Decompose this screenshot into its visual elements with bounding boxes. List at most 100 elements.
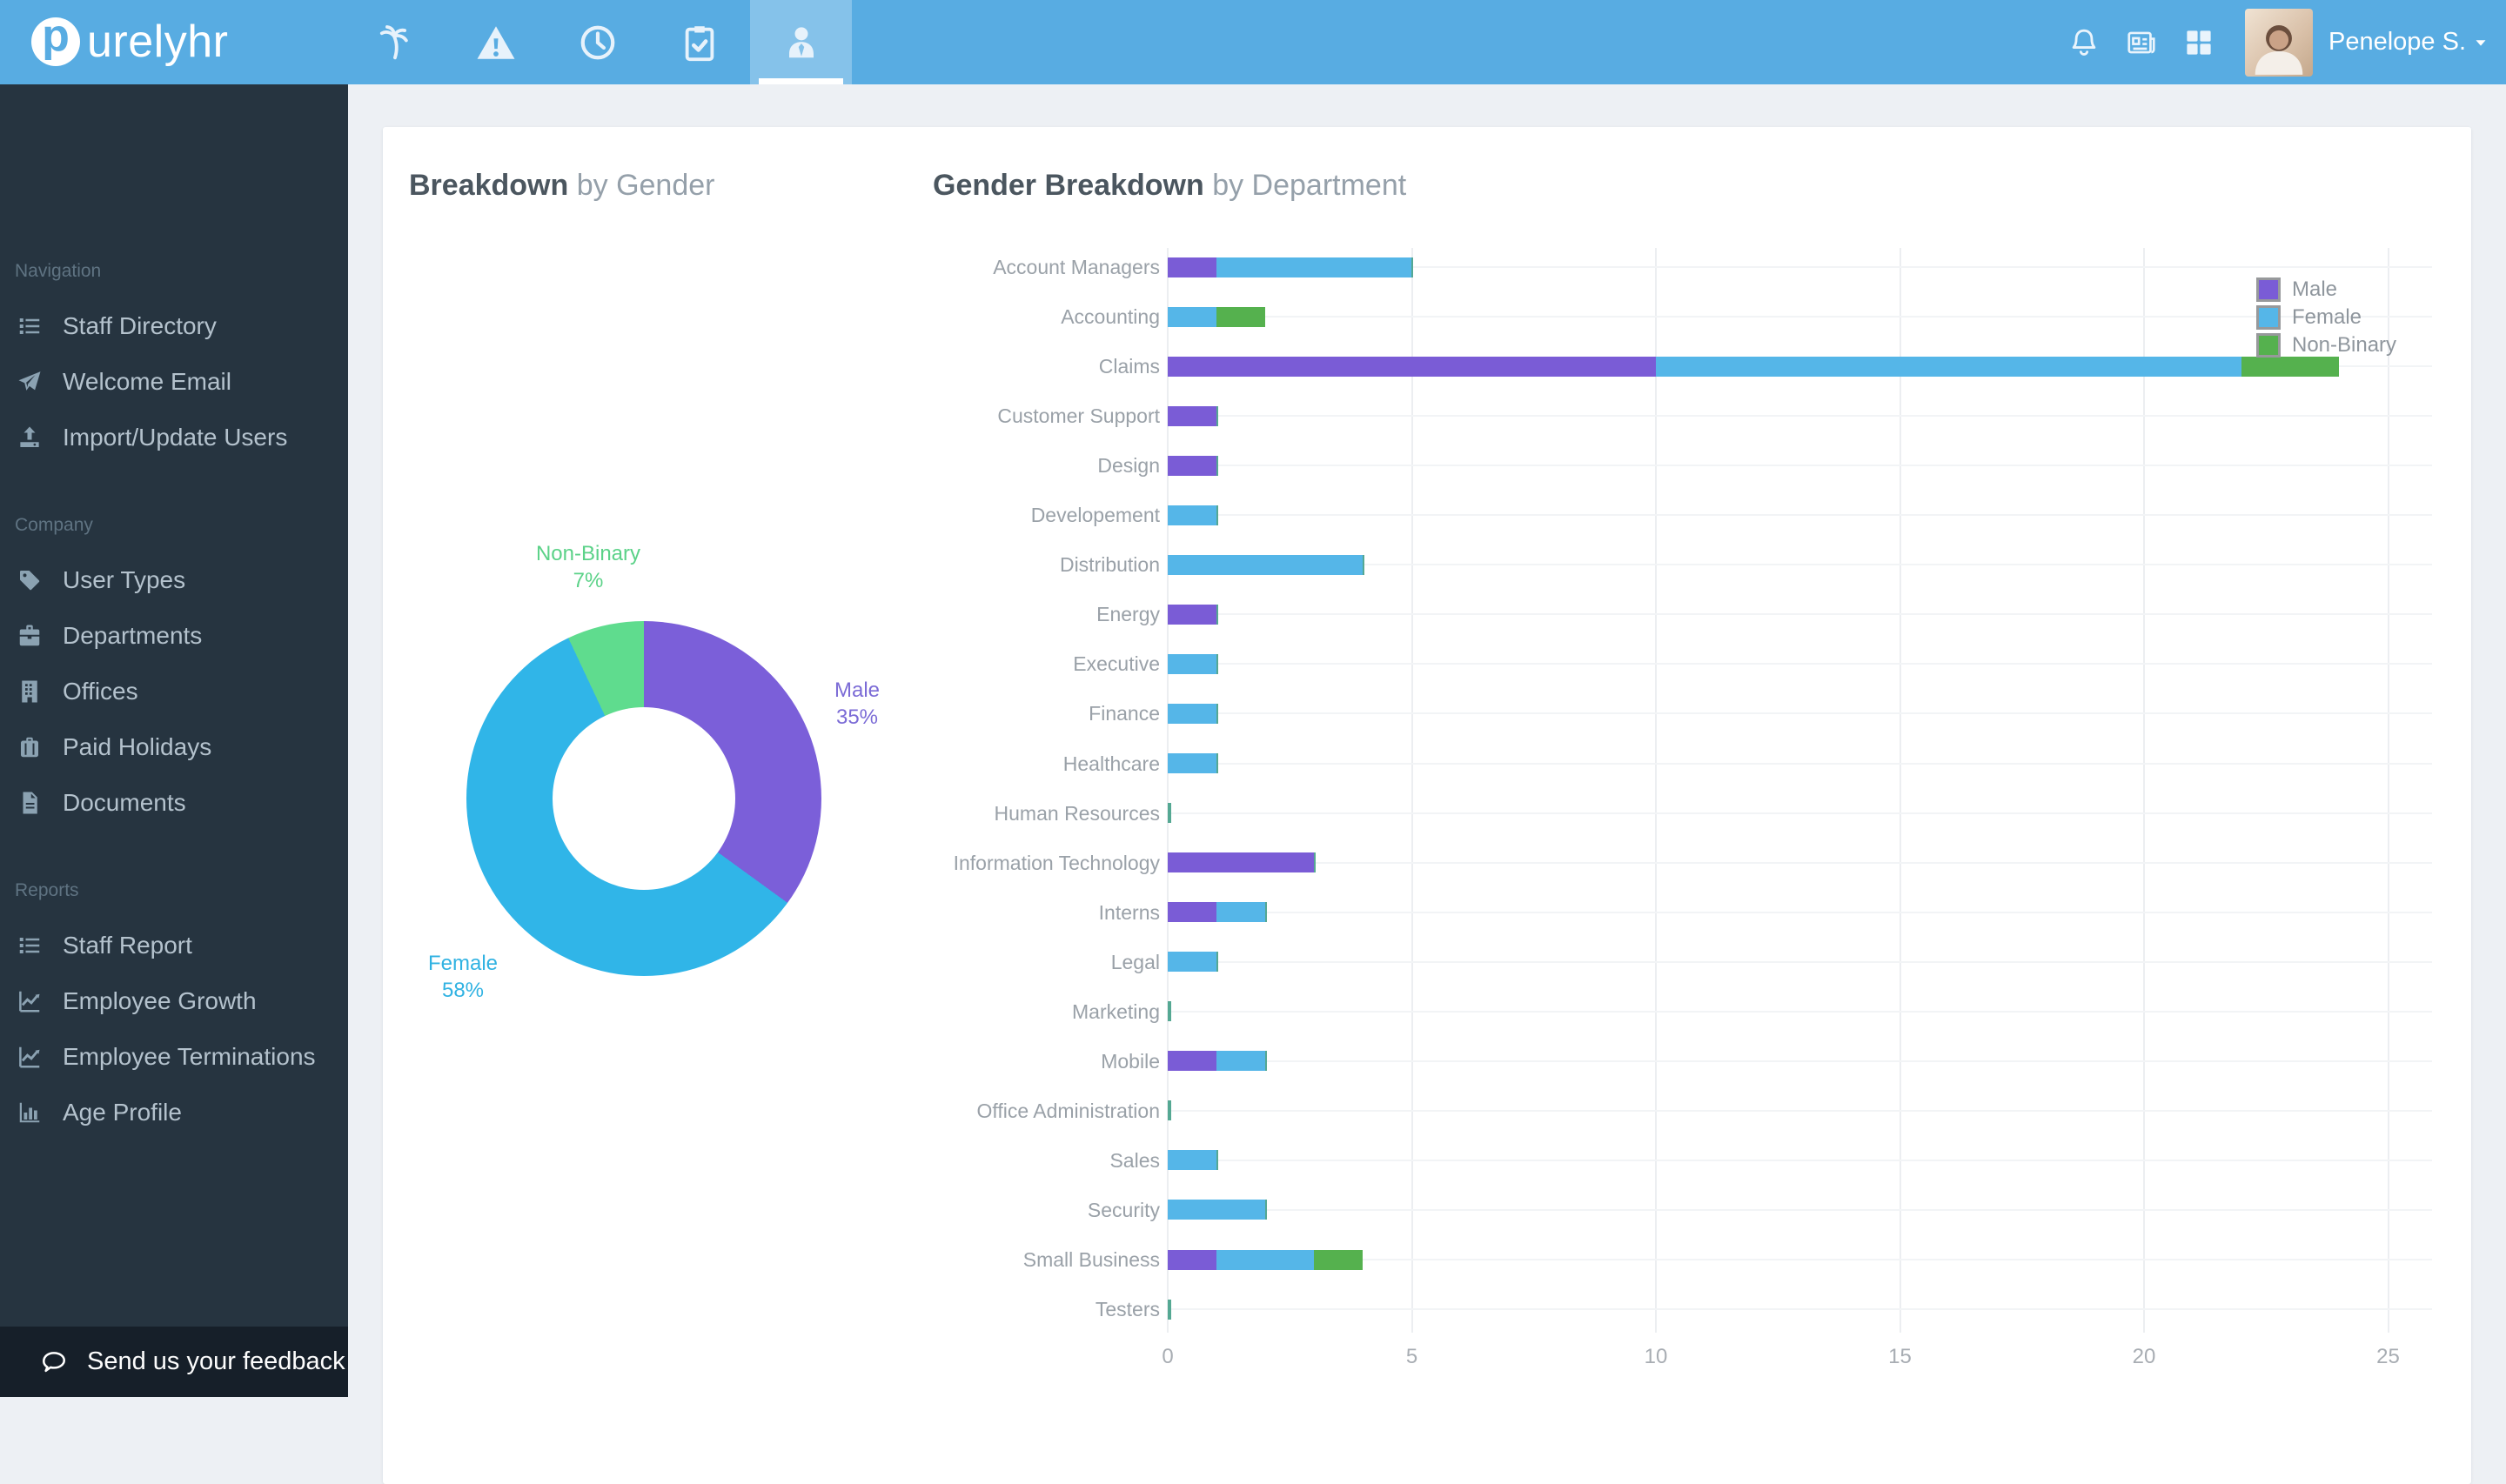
sidebar-item-import-update-users[interactable]: Import/Update Users (0, 410, 348, 465)
x-tick-label: 15 (1888, 1345, 1912, 1368)
sidebar-item-welcome-email[interactable]: Welcome Email (0, 354, 348, 410)
zero-value-sliver (1216, 505, 1219, 525)
zero-value-sliver (1411, 257, 1414, 277)
bar-segment-male (1168, 604, 1217, 625)
purelyhr-logo[interactable]: p urelyhr (31, 0, 228, 84)
feedback-button[interactable]: Send us your feedback (0, 1327, 348, 1397)
x-gridline (2143, 248, 2145, 1333)
bar-row-mobile (1168, 1051, 1268, 1072)
legend-item-male[interactable]: Male (2256, 277, 2396, 302)
zero-value-sliver (1265, 1051, 1268, 1072)
category-label: Human Resources (994, 801, 1160, 825)
bar-segment-male (1168, 1249, 1217, 1270)
category-label: Customer Support (997, 404, 1160, 428)
zero-value-sliver (1216, 653, 1219, 674)
bell-button[interactable] (2067, 26, 2101, 59)
bar-chart-icon (12, 1099, 47, 1126)
category-label: Claims (1098, 355, 1160, 378)
chart-line-icon (12, 987, 47, 1015)
top-bar: p urelyhr Penelope S. (0, 0, 2506, 84)
zero-value-sliver (1363, 554, 1365, 575)
paper-plane-icon (12, 368, 47, 396)
bar-row-security (1168, 1200, 1268, 1220)
grid-button[interactable] (2182, 26, 2215, 59)
row-gridline (1168, 812, 2432, 814)
sidebar-item-departments[interactable]: Departments (0, 608, 348, 664)
x-gridline (1167, 248, 1169, 1333)
bar-segment-female (1216, 257, 1412, 277)
nav-tab-clipboard-check[interactable] (648, 0, 750, 84)
zero-value-sliver (1168, 1100, 1171, 1121)
bar-segment-non-binary (1314, 1249, 1364, 1270)
category-label: Interns (1098, 900, 1160, 924)
nav-tab-palm-tree[interactable] (343, 0, 445, 84)
category-label: Healthcare (1062, 752, 1160, 775)
sidebar-item-user-types[interactable]: User Types (0, 552, 348, 608)
bar-segment-female (1216, 902, 1266, 923)
clipboard-check-icon (680, 23, 720, 63)
sidebar-item-age-profile[interactable]: Age Profile (0, 1085, 348, 1140)
header-nav-tabs (343, 0, 852, 84)
chart-line-icon (12, 1043, 47, 1071)
bar-row-distribution (1168, 554, 1365, 575)
user-icon (781, 23, 821, 63)
legend-item-female[interactable]: Female (2256, 304, 2396, 330)
sidebar-item-label: Offices (63, 678, 138, 705)
category-label: Distribution (1059, 553, 1160, 577)
zero-value-sliver (1216, 604, 1219, 625)
nav-tab-user[interactable] (750, 0, 852, 84)
bar-row-testers (1168, 1299, 1171, 1320)
nav-tab-warning-triangle[interactable] (445, 0, 546, 84)
sidebar-item-staff-report[interactable]: Staff Report (0, 918, 348, 973)
nav-tab-clock[interactable] (546, 0, 648, 84)
sidebar-item-employee-growth[interactable]: Employee Growth (0, 973, 348, 1029)
row-gridline (1168, 514, 2432, 517)
bar-row-design (1168, 455, 1219, 476)
sidebar-item-label: Welcome Email (63, 368, 231, 395)
bar-segment-female (1168, 505, 1217, 525)
user-menu[interactable]: Penelope S. (2328, 28, 2466, 56)
bar-segment-female (1216, 1051, 1266, 1072)
bar-segment-male (1168, 455, 1217, 476)
donut-label-percent: 35% (835, 705, 879, 729)
x-tick-label: 25 (2376, 1345, 2400, 1368)
sidebar-item-employee-terminations[interactable]: Employee Terminations (0, 1029, 348, 1085)
row-gridline (1168, 415, 2432, 418)
logo-text: urelyhr (87, 17, 229, 67)
sidebar-item-label: Paid Holidays (63, 733, 212, 760)
x-tick-label: 20 (2132, 1345, 2156, 1368)
x-tick-label: 0 (1162, 1345, 1174, 1368)
feedback-label: Send us your feedback (87, 1347, 345, 1375)
bar-segment-female (1168, 1150, 1217, 1171)
sidebar-item-label: Documents (63, 789, 186, 816)
bar-segment-female (1216, 1249, 1315, 1270)
sidebar: Navigation Staff Directory Welcome Email Im… (0, 84, 348, 1397)
category-label: Design (1097, 454, 1160, 478)
user-avatar[interactable] (2244, 8, 2313, 77)
category-label: Sales (1109, 1148, 1160, 1172)
donut-label-name: Non-Binary (535, 542, 641, 565)
bar-segment-non-binary (2241, 356, 2340, 377)
row-gridline (1168, 960, 2432, 963)
row-gridline (1168, 911, 2432, 913)
legend-item-non-binary[interactable]: Non-Binary (2256, 332, 2396, 358)
zero-value-sliver (1216, 405, 1219, 426)
sidebar-item-paid-holidays[interactable]: Paid Holidays (0, 719, 348, 775)
sidebar-item-documents[interactable]: Documents (0, 775, 348, 831)
header-actions: Penelope S. (2055, 0, 2490, 84)
row-gridline (1168, 316, 2432, 318)
warning-triangle-icon (476, 23, 516, 63)
row-gridline (1168, 266, 2432, 268)
bar-row-small-business (1168, 1249, 1364, 1270)
sidebar-item-offices[interactable]: Offices (0, 664, 348, 719)
row-gridline (1168, 1259, 2432, 1260)
sidebar-item-staff-directory[interactable]: Staff Directory (0, 298, 348, 354)
row-gridline (1168, 1308, 2432, 1311)
newspaper-button[interactable] (2125, 26, 2158, 59)
bar-segment-male (1168, 902, 1217, 923)
reports-card: Breakdown by Gender Gender Breakdown by … (383, 127, 2471, 1484)
row-gridline (1168, 465, 2432, 467)
briefcase-icon (12, 622, 47, 650)
gender-donut-chart (466, 621, 821, 976)
